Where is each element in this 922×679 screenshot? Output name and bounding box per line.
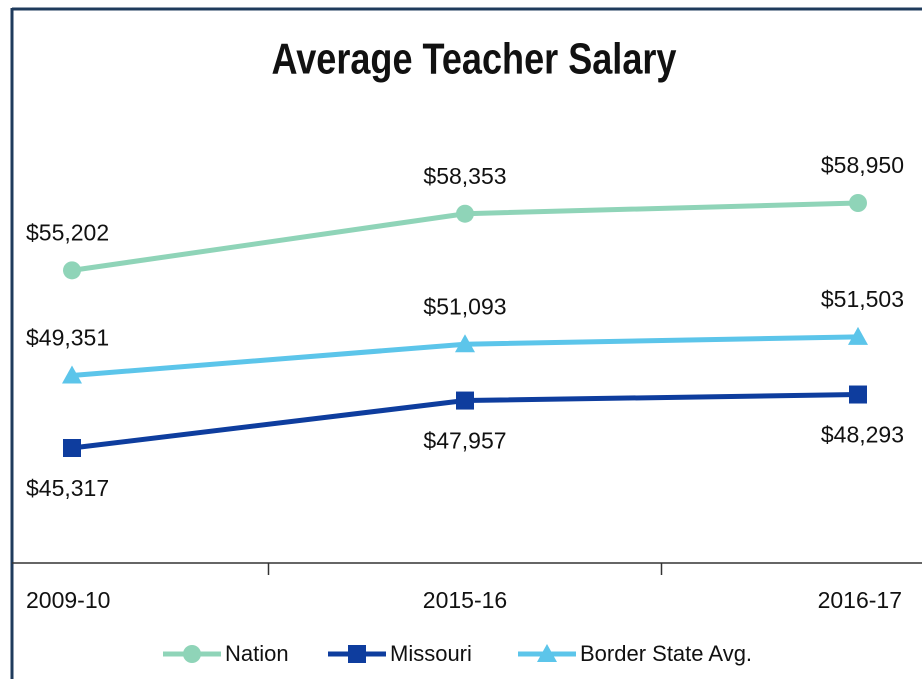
- value-label: $47,957: [423, 428, 506, 454]
- legend-marker: [183, 645, 201, 663]
- value-label: $58,353: [423, 163, 506, 189]
- value-label: $51,503: [821, 286, 904, 312]
- legend-label: Border State Avg.: [580, 641, 752, 666]
- data-point: [62, 365, 82, 384]
- value-label: $55,202: [26, 219, 109, 245]
- x-tick-label: 2015-16: [423, 587, 507, 613]
- value-label: $48,293: [821, 422, 904, 448]
- legend-marker: [537, 644, 557, 662]
- value-label: $45,317: [26, 475, 109, 501]
- data-point: [849, 385, 867, 404]
- data-point: [456, 204, 474, 223]
- x-tick-label: 2016-17: [818, 587, 902, 613]
- legend-marker: [348, 645, 366, 663]
- data-point: [456, 391, 474, 410]
- value-label: $51,093: [423, 293, 506, 319]
- data-point: [455, 334, 475, 353]
- legend-label: Nation: [225, 641, 289, 666]
- x-tick-label: 2009-10: [26, 587, 110, 613]
- data-point: [848, 326, 868, 345]
- value-label: $49,351: [26, 325, 109, 351]
- legend-label: Missouri: [390, 641, 472, 666]
- data-point: [849, 194, 867, 212]
- data-point: [63, 439, 81, 457]
- value-label: $58,950: [821, 152, 904, 178]
- chart-title: Average Teacher Salary: [272, 34, 678, 83]
- data-point: [63, 261, 81, 280]
